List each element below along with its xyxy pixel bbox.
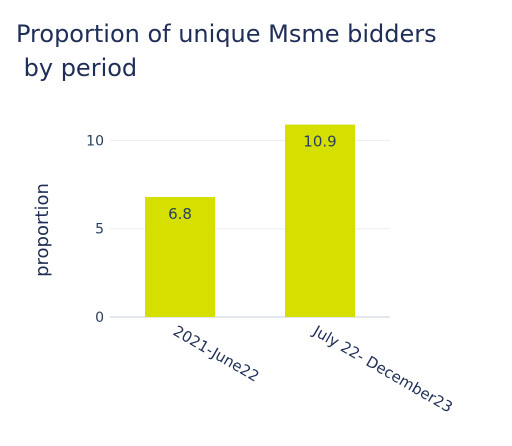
y-tick-label-0: 0 <box>95 310 104 326</box>
y-tick-label-2: 10 <box>86 133 104 149</box>
chart-title-line-2: by period <box>16 54 137 82</box>
bar-0 <box>145 196 215 317</box>
bar-1 <box>285 124 355 317</box>
y-tick-label-1: 5 <box>95 222 104 238</box>
y-axis-label: proportion <box>32 183 53 277</box>
chart-title-line-1: Proportion of unique Msme bidders <box>16 20 437 48</box>
bar-data-label-1: 10.9 <box>303 133 336 151</box>
x-tick-label-1: July 22- December23 <box>309 321 456 416</box>
plot-area: 0 5 10 6.8 2021-June22 10.9 July 22- December2… <box>86 124 456 416</box>
bar-data-label-0: 6.8 <box>168 205 192 223</box>
x-tick-label-0: 2021-June22 <box>170 322 262 386</box>
